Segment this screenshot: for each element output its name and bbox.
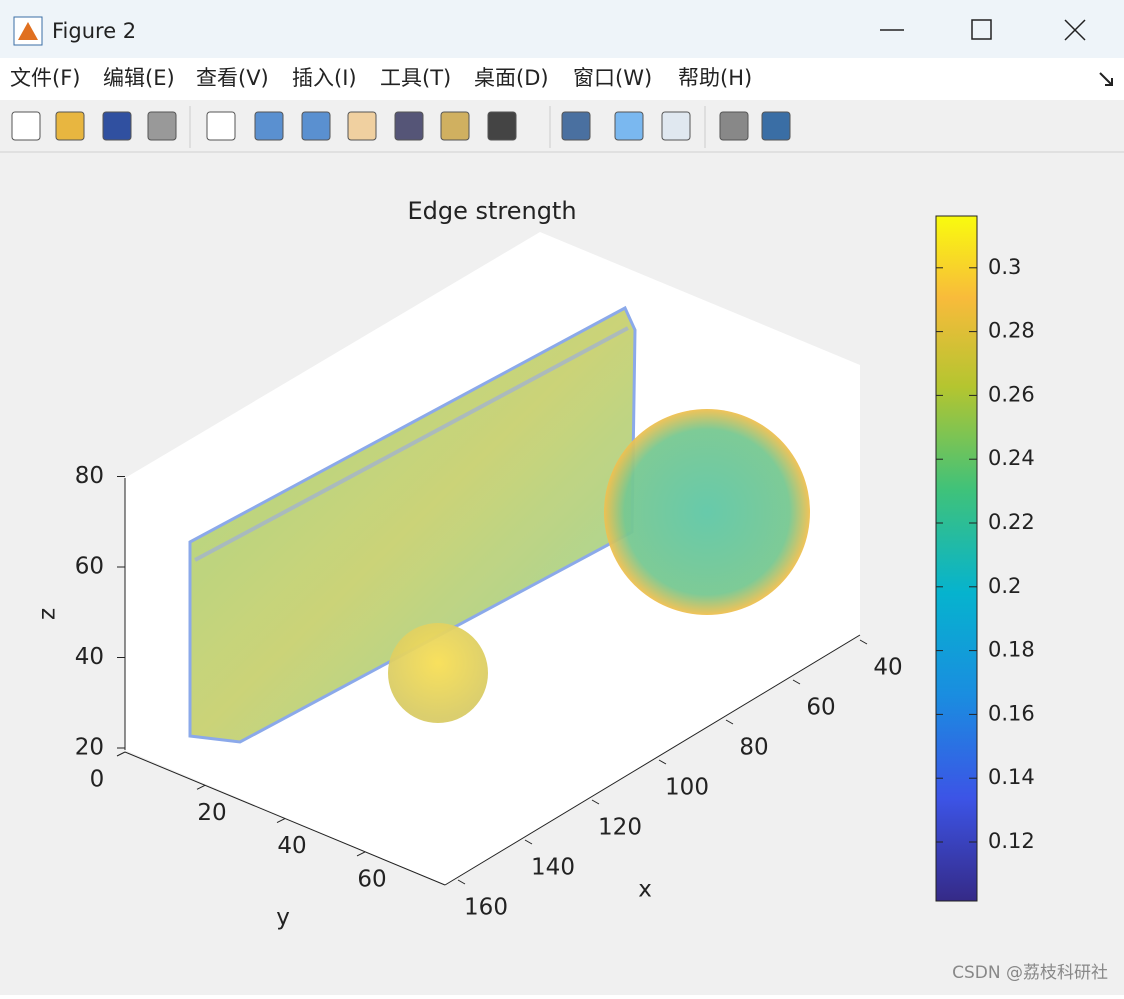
z-tick-label: 80 [75,463,104,489]
small-sphere [388,623,488,723]
toolbar-button[interactable] [254,111,284,141]
y-tick-label: 20 [197,800,226,826]
large-sphere [604,409,810,615]
x-tick-label: 80 [739,735,768,761]
menu-item[interactable]: 工具(T) [380,66,451,90]
toolbar-button[interactable] [394,111,424,141]
toolbar-button[interactable] [347,111,377,141]
watermark: CSDN @荔枝科研社 [952,963,1108,983]
x-tick-label: 160 [464,895,508,921]
colorbar-tick-label: 0.22 [988,510,1035,534]
x-tick [524,839,533,845]
toolbar-button[interactable] [206,111,236,141]
x-tick-label: 120 [598,815,642,841]
toolbar-button[interactable] [11,111,41,141]
y-label: y [276,905,290,931]
toolbar-button[interactable] [487,111,517,141]
menu-item[interactable]: 窗口(W) [573,66,652,90]
z-tick-label: 40 [75,644,104,670]
menu-item[interactable]: 编辑(E) [103,66,175,90]
y-tick-label: 40 [277,833,306,859]
maximize-button[interactable] [971,19,992,40]
toolbar-button[interactable] [561,111,591,141]
z-tick-label: 20 [75,735,104,761]
colorbar-tick-label: 0.3 [988,255,1021,279]
menu-arrow[interactable] [1099,72,1113,86]
y-tick [116,751,126,757]
title-bar [0,0,1124,58]
colorbar-tick-label: 0.24 [988,446,1035,470]
x-tick [591,799,600,805]
toolbar-button[interactable] [301,111,331,141]
colorbar-tick-label: 0.12 [988,829,1035,853]
toolbar-button[interactable] [102,111,132,141]
toolbar-button[interactable] [55,111,85,141]
x-tick [792,679,801,685]
menu-item[interactable]: 桌面(D) [474,66,549,90]
x-axis [444,634,861,886]
colorbar-tick-label: 0.28 [988,319,1035,343]
toolbar-button[interactable] [614,111,644,141]
y-tick-label: 0 [90,767,105,793]
x-tick-label: 140 [531,855,575,881]
x-tick [859,639,868,645]
window-title: Figure 2 [52,19,136,43]
y-tick [196,784,206,790]
menu-item[interactable]: 文件(F) [10,66,80,90]
y-axis [124,751,446,886]
close-button[interactable] [1064,19,1086,41]
x-tick [725,719,734,725]
toolbar-button[interactable] [719,111,749,141]
menu-bar [0,58,1124,100]
y-tick [276,818,286,824]
menu-item[interactable]: 查看(V) [196,66,269,90]
x-tick [658,759,667,765]
toolbar-button[interactable] [147,111,177,141]
colorbar-tick-label: 0.26 [988,382,1035,406]
z-label: z [35,608,61,620]
x-label: x [638,877,652,903]
menu-item[interactable]: 插入(I) [292,66,357,90]
toolbar-button[interactable] [761,111,791,141]
colorbar-tick-label: 0.16 [988,701,1035,725]
figure-title: Edge strength [407,197,576,225]
x-tick-label: 60 [806,695,835,721]
toolbar-button[interactable] [661,111,691,141]
z-tick-label: 60 [75,554,104,580]
colorbar-tick-label: 0.18 [988,638,1035,662]
toolbar-button[interactable] [440,111,470,141]
y-tick-label: 60 [357,866,386,892]
colorbar-tick-label: 0.14 [988,765,1035,789]
colorbar-tick-label: 0.2 [988,574,1021,598]
x-tick-label: 100 [665,775,709,801]
menu-item[interactable]: 帮助(H) [678,66,752,90]
y-tick [356,851,366,857]
x-tick [457,879,466,885]
colorbar [935,215,978,902]
app-icon-logo [18,22,38,40]
x-tick-label: 40 [873,655,902,681]
slab-edge [194,326,629,562]
